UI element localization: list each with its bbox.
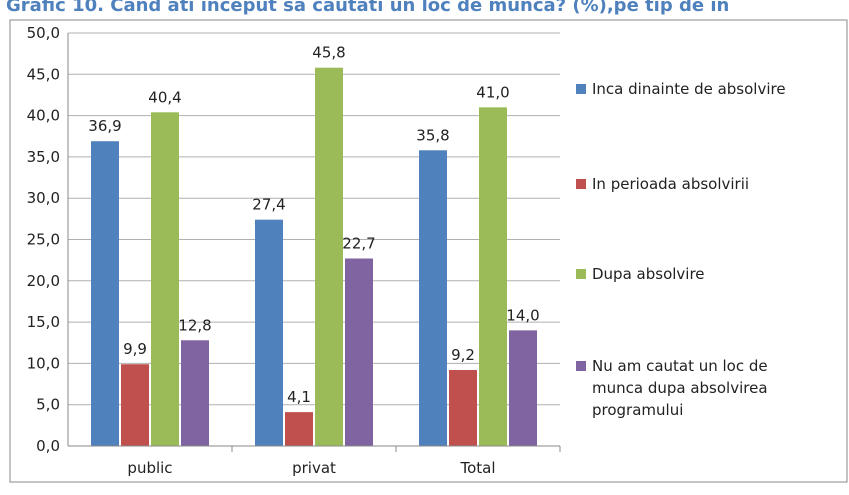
data-label: 35,8: [416, 126, 449, 144]
legend-swatch: [576, 361, 586, 371]
y-tick-label: 15,0: [27, 313, 60, 331]
y-tick-label: 35,0: [27, 148, 60, 166]
y-tick-label: 25,0: [27, 231, 60, 249]
y-tick-label: 30,0: [27, 189, 60, 207]
y-tick-label: 0,0: [36, 437, 60, 455]
x-tick-label: privat: [292, 459, 336, 477]
legend-item: Inca dinainte de absolvire: [576, 78, 816, 100]
data-label: 9,2: [451, 346, 475, 364]
bar: [419, 150, 447, 447]
y-tick-label: 40,0: [27, 107, 60, 125]
legend-label: Inca dinainte de absolvire: [592, 80, 786, 98]
bar: [509, 330, 537, 446]
x-tick-label: Total: [459, 459, 495, 477]
bar: [345, 258, 373, 446]
bar: [285, 412, 313, 446]
bar: [479, 107, 507, 446]
legend-item: In perioada absolvirii: [576, 173, 816, 195]
data-label: 45,8: [312, 44, 345, 62]
bar: [315, 67, 343, 446]
x-tick-label: public: [127, 459, 172, 477]
legend-label: Nu am cautat un loc de munca dupa absolv…: [592, 357, 768, 419]
data-label: 9,9: [123, 340, 147, 358]
bar: [255, 219, 283, 446]
bar: [121, 364, 149, 446]
data-label: 36,9: [88, 117, 121, 135]
legend-swatch: [576, 269, 586, 279]
bar: [181, 340, 209, 446]
data-label: 14,0: [506, 306, 539, 324]
bar: [91, 141, 119, 446]
legend-label: In perioada absolvirii: [592, 175, 750, 193]
bar: [449, 370, 477, 446]
legend-label: Dupa absolvire: [592, 265, 705, 283]
data-label: 27,4: [252, 196, 285, 214]
data-label: 12,8: [178, 316, 211, 334]
y-tick-label: 5,0: [36, 396, 60, 414]
y-tick-label: 10,0: [27, 354, 60, 372]
legend-swatch: [576, 84, 586, 94]
data-label: 22,7: [342, 234, 375, 252]
y-tick-label: 45,0: [27, 65, 60, 83]
y-tick-label: 50,0: [27, 24, 60, 42]
bar: [151, 112, 179, 447]
legend-swatch: [576, 179, 586, 189]
data-label: 41,0: [476, 83, 509, 101]
legend-item: Nu am cautat un loc de munca dupa absolv…: [576, 355, 816, 421]
y-tick-label: 20,0: [27, 272, 60, 290]
data-label: 4,1: [287, 388, 311, 406]
legend-item: Dupa absolvire: [576, 263, 816, 285]
data-label: 40,4: [148, 88, 181, 106]
chart-title: Grafic 10. Cand ati inceput sa cautati u…: [6, 0, 729, 16]
